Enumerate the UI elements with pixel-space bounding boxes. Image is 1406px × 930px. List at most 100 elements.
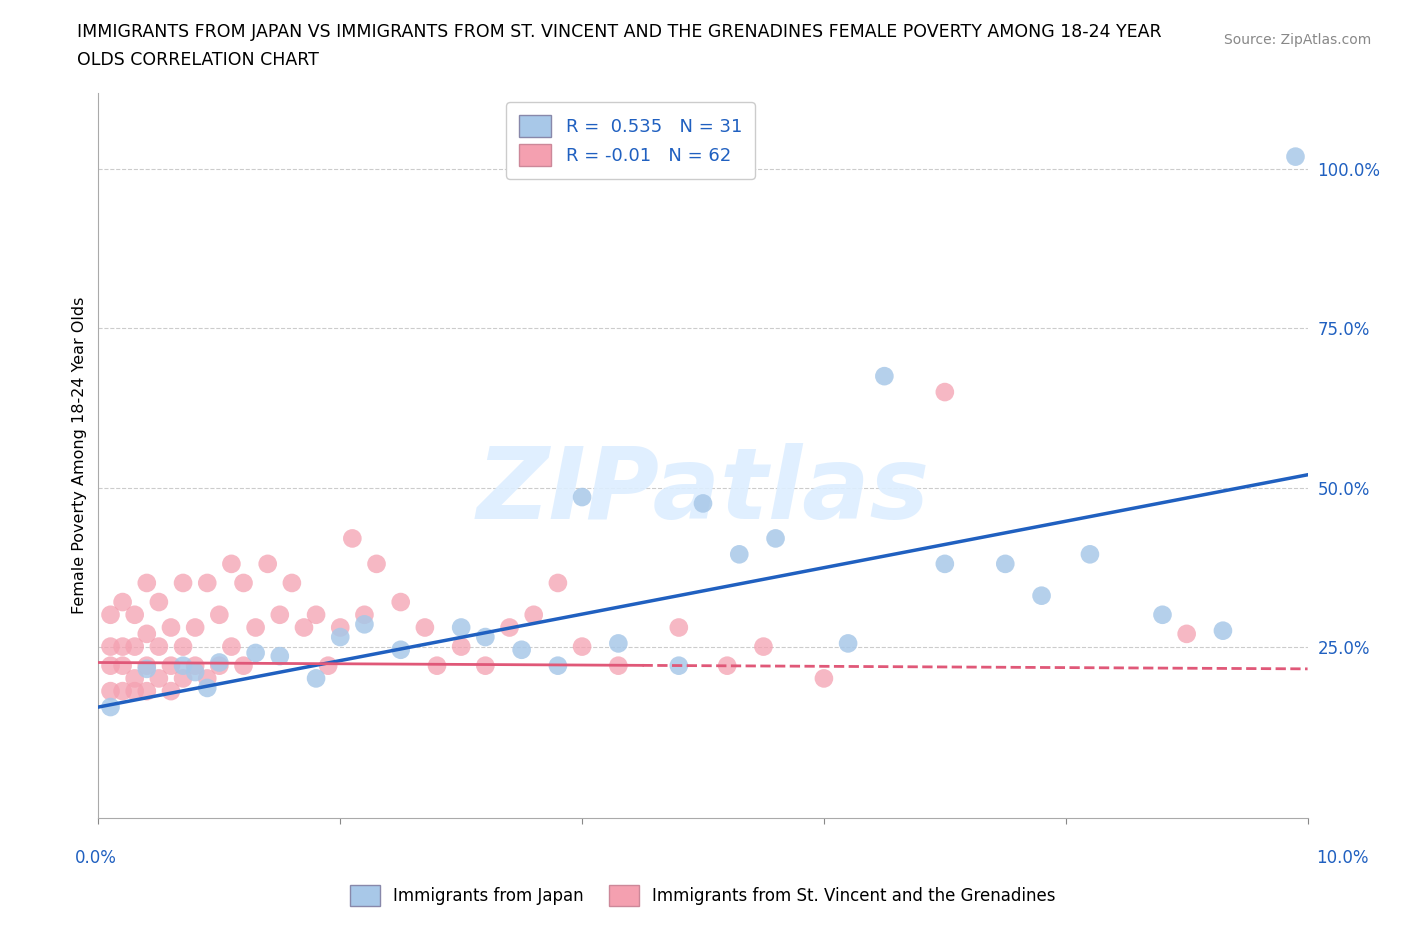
Point [269, 607, 291, 622]
Point [668, 658, 690, 673]
Point [148, 594, 170, 609]
Point [160, 684, 183, 698]
Point [195, 681, 218, 696]
Point [571, 639, 593, 654]
Point [498, 620, 520, 635]
Point [100, 684, 122, 698]
Point [208, 658, 231, 673]
Point [111, 684, 134, 698]
Point [111, 639, 134, 654]
Point [100, 639, 122, 654]
Point [571, 489, 593, 504]
Point [426, 658, 449, 673]
Point [607, 636, 630, 651]
Point [184, 620, 207, 635]
Point [474, 658, 496, 673]
Point [135, 684, 157, 698]
Point [474, 630, 496, 644]
Text: 10.0%: 10.0% [1316, 849, 1369, 867]
Point [172, 658, 194, 673]
Point [135, 627, 157, 642]
Point [172, 576, 194, 591]
Point [450, 620, 472, 635]
Point [305, 607, 328, 622]
Point [256, 556, 278, 571]
Point [100, 607, 122, 622]
Point [195, 576, 218, 591]
Point [366, 556, 388, 571]
Point [316, 658, 339, 673]
Point [100, 699, 122, 714]
Point [184, 658, 207, 673]
Point [221, 639, 243, 654]
Point [607, 658, 630, 673]
Point [232, 576, 254, 591]
Point [195, 671, 218, 685]
Point [111, 594, 134, 609]
Point [269, 649, 291, 664]
Point [813, 671, 835, 685]
Point [353, 617, 375, 631]
Point [232, 658, 254, 673]
Point [124, 639, 146, 654]
Point [692, 496, 714, 511]
Y-axis label: Female Poverty Among 18-24 Year Olds: Female Poverty Among 18-24 Year Olds [72, 297, 87, 615]
Point [221, 556, 243, 571]
Point [292, 620, 315, 635]
Point [1175, 627, 1198, 642]
Legend: R =  0.535   N = 31, R = -0.01   N = 62: R = 0.535 N = 31, R = -0.01 N = 62 [506, 102, 755, 179]
Point [245, 645, 267, 660]
Point [765, 531, 787, 546]
Point [353, 607, 375, 622]
Point [135, 576, 157, 591]
Point [510, 643, 533, 658]
Point [1284, 149, 1306, 164]
Point [329, 620, 352, 635]
Point [934, 556, 956, 571]
Point [1212, 623, 1234, 638]
Point [124, 684, 146, 698]
Text: Source: ZipAtlas.com: Source: ZipAtlas.com [1223, 33, 1371, 46]
Point [148, 639, 170, 654]
Point [728, 547, 751, 562]
Point [305, 671, 328, 685]
Point [135, 661, 157, 676]
Point [994, 556, 1017, 571]
Text: ZIPatlas: ZIPatlas [477, 444, 929, 540]
Point [668, 620, 690, 635]
Legend: Immigrants from Japan, Immigrants from St. Vincent and the Grenadines: Immigrants from Japan, Immigrants from S… [343, 879, 1063, 912]
Point [160, 620, 183, 635]
Text: IMMIGRANTS FROM JAPAN VS IMMIGRANTS FROM ST. VINCENT AND THE GRENADINES FEMALE P: IMMIGRANTS FROM JAPAN VS IMMIGRANTS FROM… [77, 23, 1161, 41]
Point [111, 658, 134, 673]
Point [1152, 607, 1174, 622]
Point [873, 368, 896, 383]
Point [389, 594, 412, 609]
Point [148, 671, 170, 685]
Point [1031, 589, 1053, 604]
Point [172, 639, 194, 654]
Point [547, 576, 569, 591]
Point [547, 658, 569, 673]
Point [523, 607, 546, 622]
Point [208, 607, 231, 622]
Point [837, 636, 859, 651]
Point [389, 643, 412, 658]
Point [752, 639, 775, 654]
Text: 0.0%: 0.0% [75, 849, 117, 867]
Point [160, 658, 183, 673]
Point [124, 607, 146, 622]
Point [172, 671, 194, 685]
Text: OLDS CORRELATION CHART: OLDS CORRELATION CHART [77, 51, 319, 69]
Point [208, 655, 231, 670]
Point [329, 630, 352, 644]
Point [135, 658, 157, 673]
Point [281, 576, 304, 591]
Point [934, 385, 956, 400]
Point [342, 531, 364, 546]
Point [1078, 547, 1101, 562]
Point [245, 620, 267, 635]
Point [100, 658, 122, 673]
Point [716, 658, 738, 673]
Point [124, 671, 146, 685]
Point [450, 639, 472, 654]
